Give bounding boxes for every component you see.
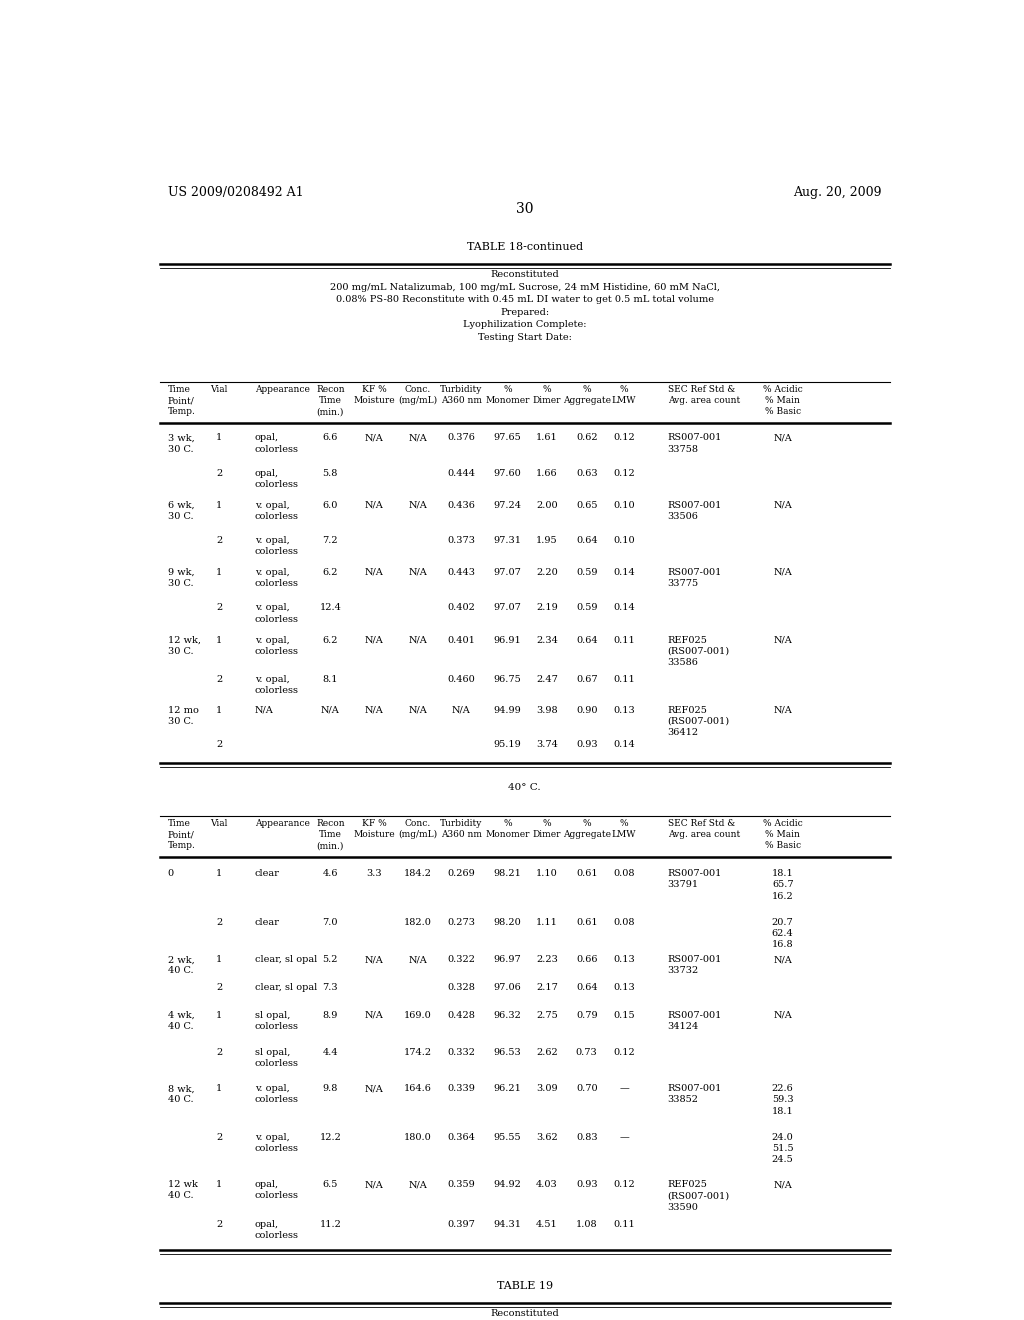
Text: 2.34: 2.34: [537, 636, 558, 645]
Text: RS007-001
33775: RS007-001 33775: [668, 568, 722, 587]
Text: N/A: N/A: [255, 706, 273, 715]
Text: %
Dimer: % Dimer: [532, 385, 561, 405]
Text: 2.47: 2.47: [537, 675, 558, 684]
Text: %
Monomer: % Monomer: [485, 385, 529, 405]
Text: 3 wk,
30 C.: 3 wk, 30 C.: [168, 433, 195, 454]
Text: US 2009/0208492 A1: US 2009/0208492 A1: [168, 186, 303, 199]
Text: 97.06: 97.06: [494, 982, 521, 991]
Text: 97.60: 97.60: [494, 469, 521, 478]
Text: N/A: N/A: [365, 636, 383, 645]
Text: 0.93: 0.93: [575, 741, 598, 748]
Text: 0.83: 0.83: [575, 1133, 598, 1142]
Text: RS007-001
33506: RS007-001 33506: [668, 500, 722, 520]
Text: 0.70: 0.70: [575, 1084, 598, 1093]
Text: 97.31: 97.31: [494, 536, 521, 545]
Text: 2: 2: [216, 469, 222, 478]
Text: SEC Ref Std &
Avg. area count: SEC Ref Std & Avg. area count: [668, 820, 740, 840]
Text: 0.322: 0.322: [447, 956, 475, 964]
Text: 2.75: 2.75: [537, 1011, 558, 1019]
Text: Conc.
(mg/mL): Conc. (mg/mL): [398, 820, 437, 840]
Text: N/A: N/A: [773, 956, 793, 964]
Text: 6.0: 6.0: [323, 500, 338, 510]
Text: 4.6: 4.6: [323, 870, 338, 878]
Text: 0.64: 0.64: [575, 982, 598, 991]
Text: 0.12: 0.12: [613, 433, 635, 442]
Text: 0.11: 0.11: [613, 675, 635, 684]
Text: 95.55: 95.55: [494, 1133, 521, 1142]
Text: 0.10: 0.10: [613, 536, 635, 545]
Text: sl opal,
colorless: sl opal, colorless: [255, 1011, 299, 1031]
Text: 95.19: 95.19: [494, 741, 521, 748]
Text: 0.59: 0.59: [575, 603, 597, 612]
Text: 0.339: 0.339: [447, 1084, 475, 1093]
Text: REF025
(RS007-001)
33586: REF025 (RS007-001) 33586: [668, 636, 730, 667]
Text: %
Aggregate: % Aggregate: [563, 385, 610, 405]
Text: 0.436: 0.436: [447, 500, 475, 510]
Text: 1: 1: [216, 870, 222, 878]
Text: v. opal,
colorless: v. opal, colorless: [255, 675, 299, 694]
Text: 2.00: 2.00: [537, 500, 558, 510]
Text: 2: 2: [216, 741, 222, 748]
Text: 94.92: 94.92: [494, 1180, 521, 1189]
Text: 0.79: 0.79: [575, 1011, 598, 1019]
Text: —: —: [620, 1133, 629, 1142]
Text: sl opal,
colorless: sl opal, colorless: [255, 1048, 299, 1068]
Text: 22.6
59.3
18.1: 22.6 59.3 18.1: [772, 1084, 794, 1115]
Text: N/A: N/A: [409, 433, 427, 442]
Text: 0.269: 0.269: [447, 870, 475, 878]
Text: 6 wk,
30 C.: 6 wk, 30 C.: [168, 500, 195, 520]
Text: %
LMW: % LMW: [611, 820, 636, 840]
Text: TABLE 19: TABLE 19: [497, 1280, 553, 1291]
Text: 0.460: 0.460: [447, 675, 475, 684]
Text: 0.12: 0.12: [613, 469, 635, 478]
Text: Time
Point/
Temp.: Time Point/ Temp.: [168, 820, 196, 850]
Text: 0.444: 0.444: [447, 469, 475, 478]
Text: 0.10: 0.10: [613, 500, 635, 510]
Text: N/A: N/A: [409, 1180, 427, 1189]
Text: Time
Point/
Temp.: Time Point/ Temp.: [168, 385, 196, 416]
Text: 2: 2: [216, 1048, 222, 1057]
Text: 2: 2: [216, 982, 222, 991]
Text: v. opal,
colorless: v. opal, colorless: [255, 536, 299, 557]
Text: 0.63: 0.63: [575, 469, 598, 478]
Text: 0: 0: [168, 870, 174, 878]
Text: 6.2: 6.2: [323, 636, 338, 645]
Text: 0.397: 0.397: [447, 1220, 475, 1229]
Text: 184.2: 184.2: [403, 870, 432, 878]
Text: REF025
(RS007-001)
33590: REF025 (RS007-001) 33590: [668, 1180, 730, 1212]
Text: 40° C.: 40° C.: [509, 784, 541, 792]
Text: Conc.
(mg/mL): Conc. (mg/mL): [398, 385, 437, 405]
Text: 1: 1: [216, 1011, 222, 1019]
Text: 2 wk,
40 C.: 2 wk, 40 C.: [168, 956, 195, 975]
Text: 97.07: 97.07: [494, 568, 521, 577]
Text: 0.273: 0.273: [447, 917, 475, 927]
Text: N/A: N/A: [409, 706, 427, 715]
Text: N/A: N/A: [365, 568, 383, 577]
Text: 4.51: 4.51: [537, 1220, 558, 1229]
Text: 96.91: 96.91: [494, 636, 521, 645]
Text: 2.17: 2.17: [537, 982, 558, 991]
Text: 0.443: 0.443: [447, 568, 475, 577]
Text: %
LMW: % LMW: [611, 385, 636, 405]
Text: clear: clear: [255, 870, 280, 878]
Text: %
Dimer: % Dimer: [532, 820, 561, 840]
Text: 0.62: 0.62: [575, 433, 598, 442]
Text: 1: 1: [216, 706, 222, 715]
Text: KF %
Moisture: KF % Moisture: [353, 820, 395, 840]
Text: 8 wk,
40 C.: 8 wk, 40 C.: [168, 1084, 195, 1105]
Text: 0.13: 0.13: [613, 982, 635, 991]
Text: 12.4: 12.4: [319, 603, 341, 612]
Text: 1: 1: [216, 956, 222, 964]
Text: 96.32: 96.32: [494, 1011, 521, 1019]
Text: 1: 1: [216, 500, 222, 510]
Text: 96.97: 96.97: [494, 956, 521, 964]
Text: 0.332: 0.332: [447, 1048, 475, 1057]
Text: 24.0
51.5
24.5: 24.0 51.5 24.5: [772, 1133, 794, 1164]
Text: 11.2: 11.2: [319, 1220, 341, 1229]
Text: 0.65: 0.65: [575, 500, 597, 510]
Text: 0.12: 0.12: [613, 1180, 635, 1189]
Text: 0.14: 0.14: [613, 568, 635, 577]
Text: 98.20: 98.20: [494, 917, 521, 927]
Text: 0.59: 0.59: [575, 568, 597, 577]
Text: 1.61: 1.61: [537, 433, 558, 442]
